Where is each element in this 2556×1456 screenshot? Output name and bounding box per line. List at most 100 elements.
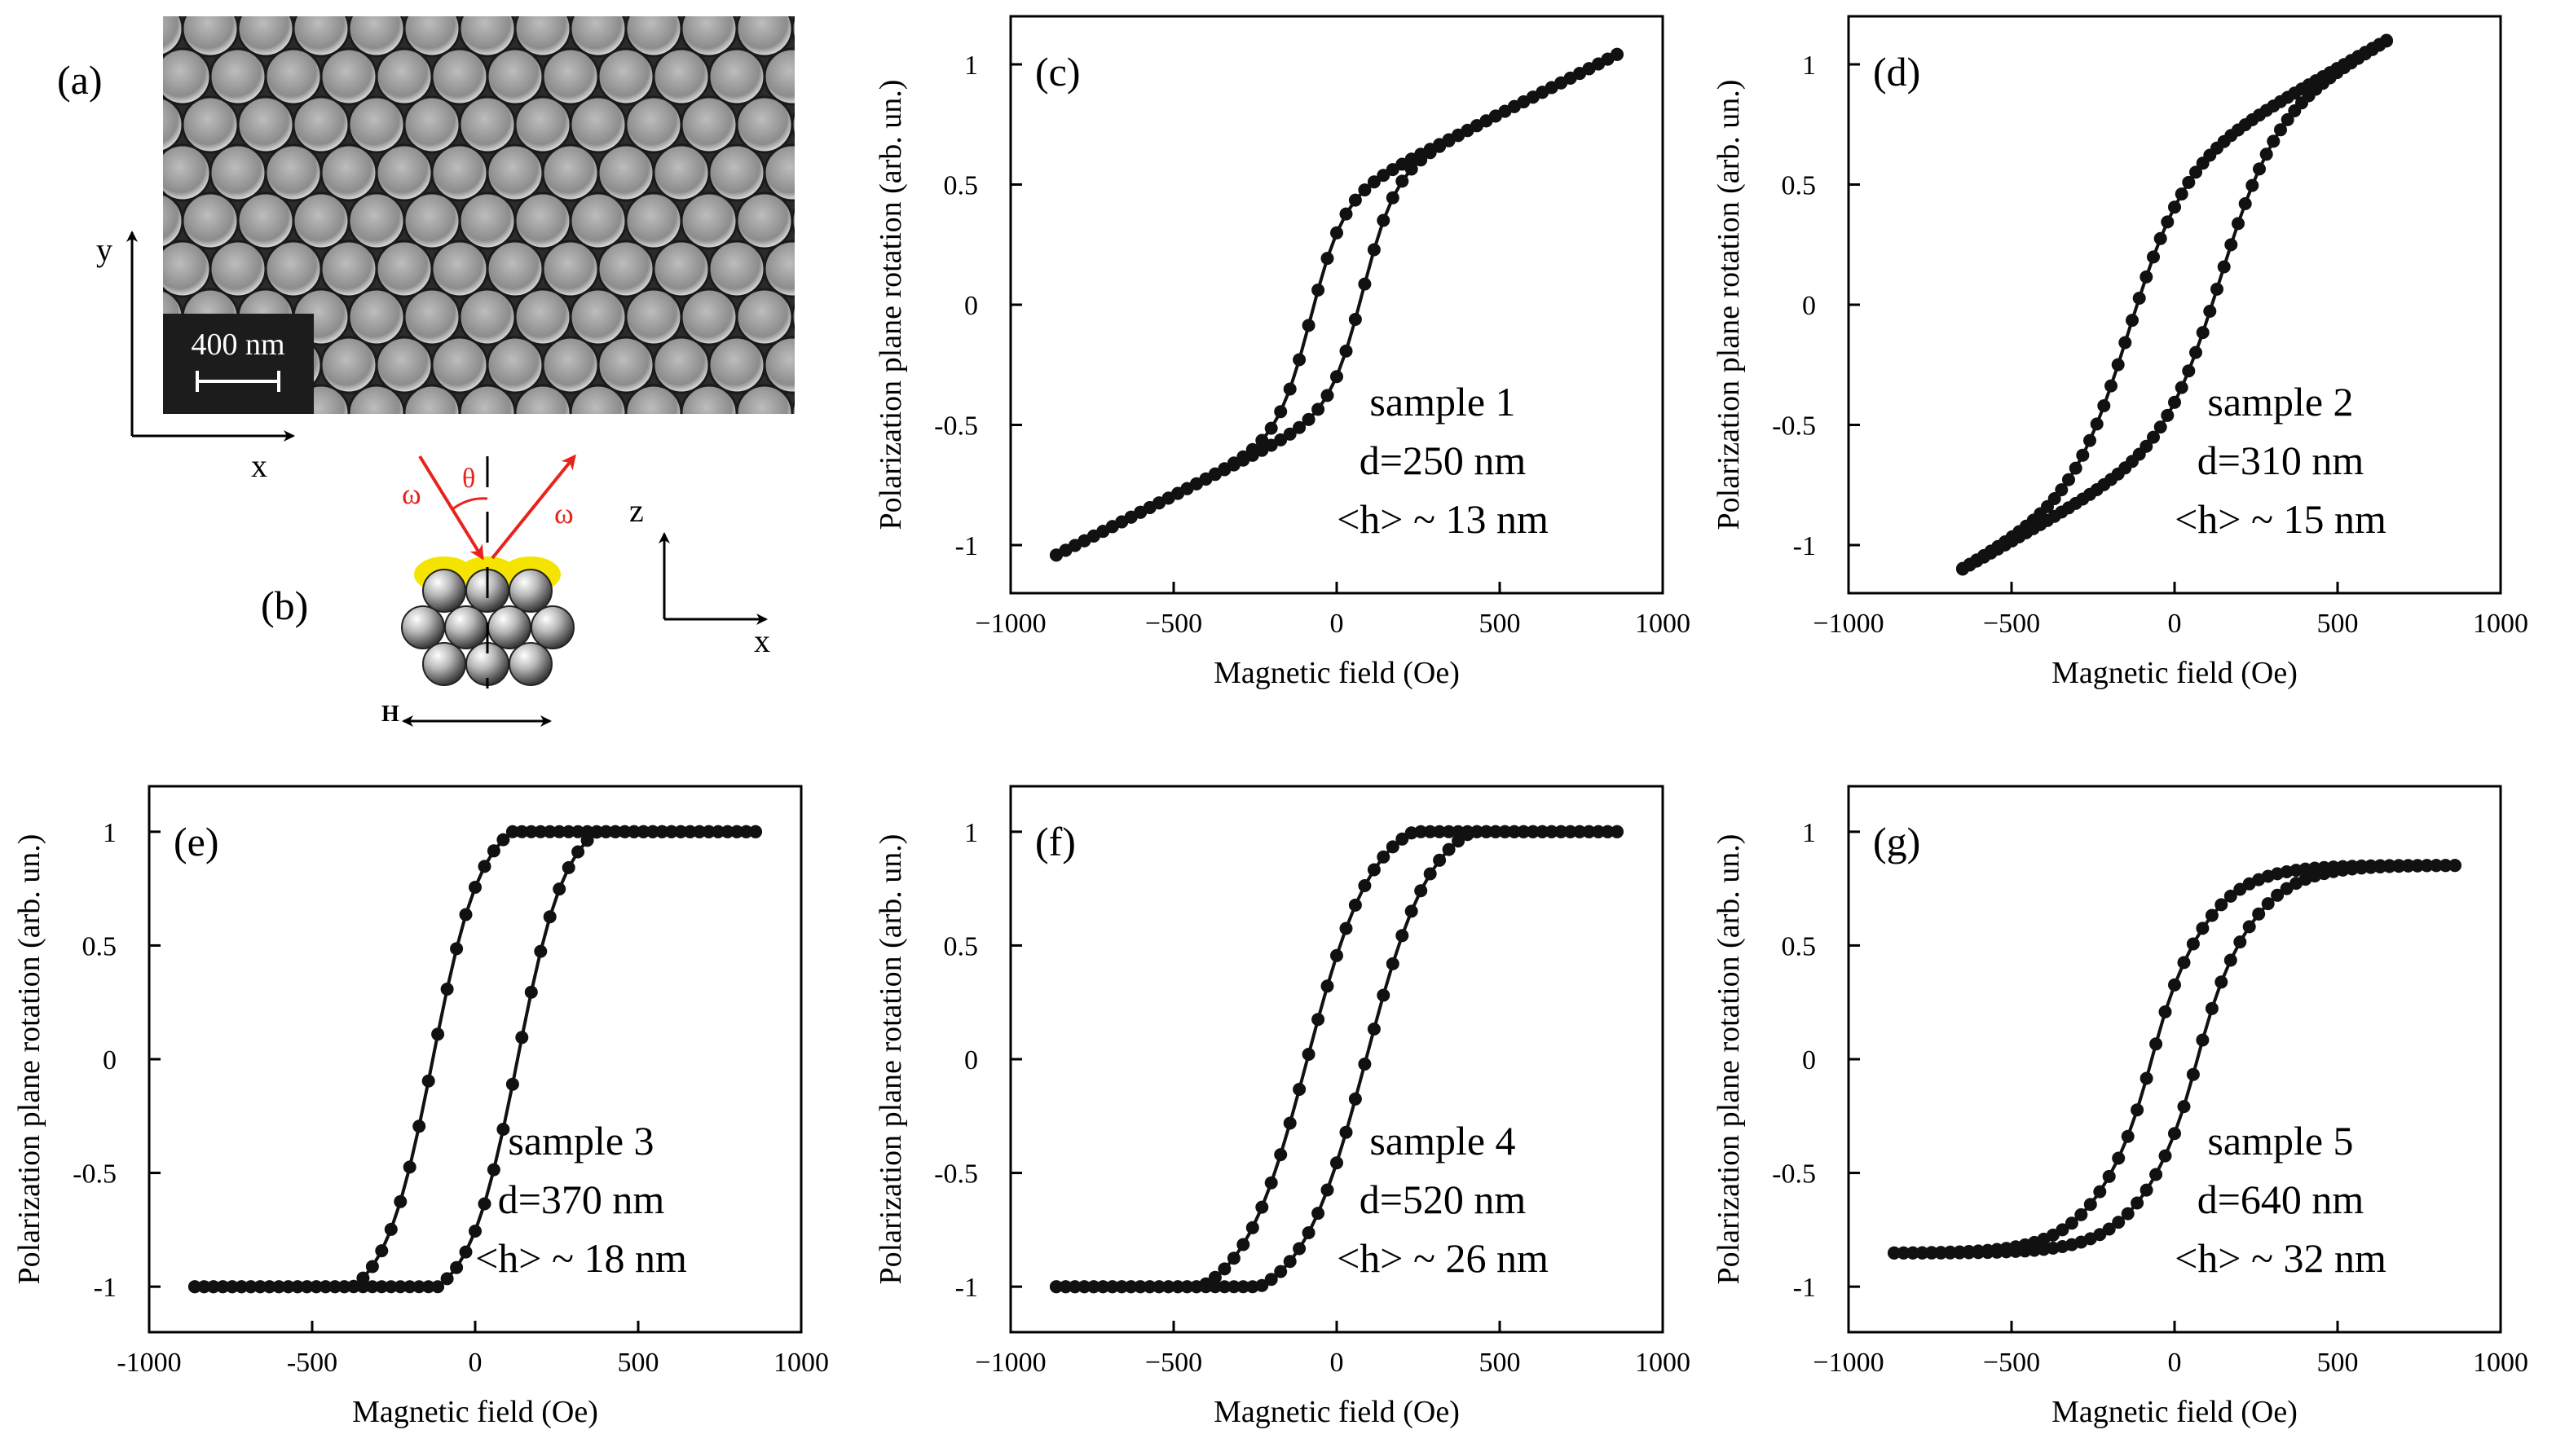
series-line-ascending [1961,38,2387,570]
data-point [1218,1280,1232,1294]
y-tick-label: 0 [1802,291,1816,321]
data-point [1311,284,1325,297]
data-point [440,1272,454,1286]
data-point [637,825,650,838]
data-point [749,825,762,838]
data-point [1274,405,1288,419]
sem-particle [236,191,295,250]
data-point [1227,1280,1241,1294]
y-tick-label: 0 [964,1045,978,1076]
theta-arc [452,497,488,511]
x-tick-label: −500 [1983,609,2040,639]
data-point [1367,863,1381,877]
data-point [1283,1255,1297,1269]
sem-particle [513,191,572,250]
axis-x-label-b: x [754,622,770,659]
data-point [2364,860,2378,874]
data-point [1236,1280,1250,1294]
data-point [1888,1246,1901,1260]
panel-a: (a) 400 nm y x [57,16,875,489]
data-point [459,1245,473,1259]
data-point [2118,336,2132,350]
data-point [2018,1244,2032,1258]
sem-particle [763,143,795,202]
data-point [2392,860,2406,873]
theta-label: θ [462,464,475,494]
data-point [487,1163,500,1177]
sem-particle [163,16,184,57]
data-point [2121,1207,2135,1221]
sem-particle [292,16,350,58]
data-point [300,1280,314,1294]
series-line-ascending [1893,864,2455,1255]
x-tick-label: −500 [1145,609,1202,639]
x-axis-label: Magnetic field (Oe) [2051,656,2298,690]
data-point [375,1244,389,1258]
sample-annotation: d=250 nm [1360,438,1527,483]
data-point [2083,1198,2097,1212]
data-point [291,1280,305,1294]
data-point [524,985,538,999]
data-point [272,1280,286,1294]
sem-particle [707,336,766,394]
sample-annotation: d=370 nm [498,1177,665,1222]
sem-particle [292,95,350,154]
sem-particle [597,47,655,106]
data-point [2245,178,2259,192]
data-point [2281,112,2294,126]
sem-particle [654,433,709,489]
series-line-descending [1055,53,1618,556]
y-tick-label: 0 [1802,1045,1816,1076]
data-point [1199,1280,1213,1294]
x-tick-label: −500 [1983,1348,2040,1378]
data-point [599,825,613,838]
data-point [1906,1246,1919,1260]
data-point [1115,1280,1129,1294]
sem-particle [375,336,434,394]
data-point [2132,292,2146,305]
data-point [2196,1033,2210,1047]
data-point [253,1280,267,1294]
data-point [1264,1176,1278,1190]
data-point [2205,908,2219,922]
data-point [2175,380,2188,394]
data-point [346,1280,360,1294]
data-point [1442,842,1456,856]
data-point [1320,1183,1334,1197]
series-line-descending [195,829,756,1289]
sem-particle [181,191,240,250]
data-point [1330,226,1343,240]
data-point [1897,1246,1910,1260]
y-tick-label: 1 [1802,818,1816,848]
data-point [2224,238,2238,252]
data-point [1592,825,1606,838]
data-point [421,1280,435,1294]
sem-particle [820,337,875,393]
y-axis-label: Polarization plane rotation (arb. un.) [1712,834,1746,1285]
field-label: H [381,702,399,727]
panel-label: (c) [1035,49,1081,95]
data-point [1414,884,1428,898]
data-point [1433,853,1447,867]
data-point [1105,1280,1119,1294]
y-tick-label: -1 [1793,531,1816,561]
data-point [496,1123,510,1136]
data-point [1545,825,1558,838]
sem-particle [791,206,795,235]
data-point [1962,1246,1976,1260]
data-point [2062,473,2075,486]
data-point [1554,825,1568,838]
data-point [403,1160,416,1174]
data-point [1442,825,1456,838]
data-point [2186,937,2200,951]
data-point [197,1280,211,1294]
sem-particle [791,302,795,332]
data-point [553,825,566,838]
data-point [487,844,500,858]
data-point [1190,1280,1203,1294]
sample-annotation: sample 2 [2207,379,2353,424]
data-point [2158,1005,2172,1018]
data-point [1208,1280,1222,1294]
data-point [2153,231,2167,245]
